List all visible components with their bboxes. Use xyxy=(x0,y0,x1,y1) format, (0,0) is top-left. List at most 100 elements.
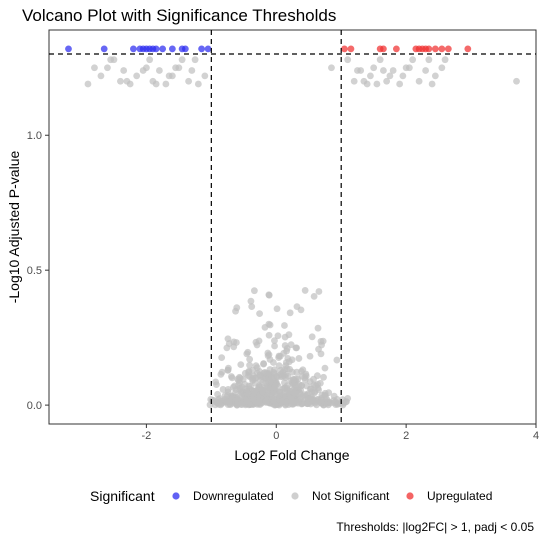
data-point-upregulated xyxy=(464,45,472,53)
data-point-not-significant xyxy=(294,398,302,406)
data-point-downregulated xyxy=(130,45,137,53)
data-point-not-significant xyxy=(250,387,258,395)
data-point-not-significant xyxy=(327,399,334,407)
data-point-not-significant xyxy=(333,356,341,364)
data-point-downregulated xyxy=(65,45,72,53)
data-point-not-significant xyxy=(276,389,284,396)
x-tick-label: -2 xyxy=(142,430,152,442)
data-point-not-significant xyxy=(194,80,202,88)
data-point-not-significant xyxy=(146,56,154,64)
data-point-not-significant xyxy=(249,366,257,374)
data-point-not-significant xyxy=(117,77,124,85)
data-point-not-significant xyxy=(272,401,280,409)
data-point-not-significant xyxy=(389,67,397,74)
data-point-upregulated xyxy=(392,45,400,53)
data-point-not-significant xyxy=(228,373,235,380)
y-tick-label: 1.0 xyxy=(27,130,42,142)
data-point-upregulated xyxy=(418,45,426,53)
data-point-not-significant xyxy=(306,352,314,360)
data-point-not-significant xyxy=(280,372,288,379)
data-point-not-significant xyxy=(405,64,413,72)
data-point-not-significant xyxy=(224,366,232,374)
data-point-not-significant xyxy=(268,374,276,382)
data-point-upregulated xyxy=(431,45,439,53)
data-point-not-significant xyxy=(262,398,270,406)
data-point-not-significant xyxy=(296,390,304,397)
data-point-not-significant xyxy=(313,372,321,380)
plot-panel xyxy=(48,29,537,425)
data-point-not-significant xyxy=(283,382,291,390)
data-point-not-significant xyxy=(91,64,98,72)
data-point-not-significant xyxy=(243,397,251,405)
data-point-not-significant xyxy=(191,56,199,64)
data-point-not-significant xyxy=(261,369,269,376)
data-point-not-significant xyxy=(214,390,221,398)
points-layer xyxy=(65,45,520,409)
data-point-not-significant xyxy=(321,389,329,397)
data-point-not-significant xyxy=(271,383,279,391)
data-point-not-significant xyxy=(276,352,284,360)
data-point-not-significant xyxy=(274,332,282,340)
data-point-not-significant xyxy=(178,56,186,64)
data-point-not-significant xyxy=(233,396,241,404)
legend-label: Downregulated xyxy=(193,489,274,503)
data-point-not-significant xyxy=(386,72,394,80)
data-point-not-significant xyxy=(247,297,255,305)
data-point-not-significant xyxy=(281,322,288,329)
data-point-not-significant xyxy=(291,382,299,390)
data-point-not-significant xyxy=(260,360,267,367)
data-point-not-significant xyxy=(314,324,322,332)
data-point-not-significant xyxy=(266,321,274,329)
data-point-not-significant xyxy=(315,288,323,295)
data-point-not-significant xyxy=(399,72,407,80)
data-point-not-significant xyxy=(281,366,288,373)
data-point-not-significant xyxy=(380,67,387,74)
data-point-not-significant xyxy=(281,333,289,341)
data-point-not-significant xyxy=(248,303,256,311)
data-point-not-significant xyxy=(428,80,436,88)
data-point-not-significant xyxy=(425,56,433,64)
data-point-downregulated xyxy=(100,45,108,53)
data-point-not-significant xyxy=(120,67,128,74)
data-point-not-significant xyxy=(218,354,226,362)
data-point-not-significant xyxy=(233,401,241,409)
data-point-not-significant xyxy=(286,309,294,317)
data-point-not-significant xyxy=(217,401,225,409)
data-point-not-significant xyxy=(317,396,325,404)
data-point-not-significant xyxy=(172,64,180,72)
data-point-upregulated xyxy=(444,45,452,53)
data-point-not-significant xyxy=(246,361,253,369)
data-point-not-significant xyxy=(288,400,295,408)
data-point-not-significant xyxy=(396,80,404,88)
data-point-not-significant xyxy=(255,399,263,406)
data-point-not-significant xyxy=(441,56,449,64)
data-point-not-significant xyxy=(350,77,358,85)
legend-key xyxy=(172,492,180,500)
data-point-not-significant xyxy=(270,359,277,366)
data-point-not-significant xyxy=(107,56,115,64)
y-tick-label: 0.5 xyxy=(27,265,42,277)
legend-key xyxy=(406,492,414,500)
legend-key xyxy=(291,492,299,500)
chart-title: Volcano Plot with Significance Threshold… xyxy=(22,6,336,25)
data-point-not-significant xyxy=(370,64,378,72)
data-point-not-significant xyxy=(271,389,279,396)
y-axis-title: -Log10 Adjusted P-value xyxy=(6,151,22,304)
data-point-not-significant xyxy=(233,304,241,312)
data-point-not-significant xyxy=(225,340,233,347)
data-point-not-significant xyxy=(256,310,263,318)
data-point-not-significant xyxy=(281,342,289,349)
data-point-not-significant xyxy=(301,287,309,294)
data-point-not-significant xyxy=(431,72,439,80)
y-tick-label: 0.0 xyxy=(27,400,42,412)
data-point-not-significant xyxy=(409,56,417,64)
data-point-not-significant xyxy=(232,386,240,394)
data-point-not-significant xyxy=(271,337,278,345)
data-point-not-significant xyxy=(251,379,259,387)
data-point-not-significant xyxy=(383,77,391,85)
legend: Significant Downregulated Not Significant… xyxy=(90,488,492,504)
x-tick-label: 2 xyxy=(403,430,409,442)
data-point-not-significant xyxy=(373,80,381,88)
data-point-not-significant xyxy=(139,67,147,74)
data-point-not-significant xyxy=(104,64,111,72)
